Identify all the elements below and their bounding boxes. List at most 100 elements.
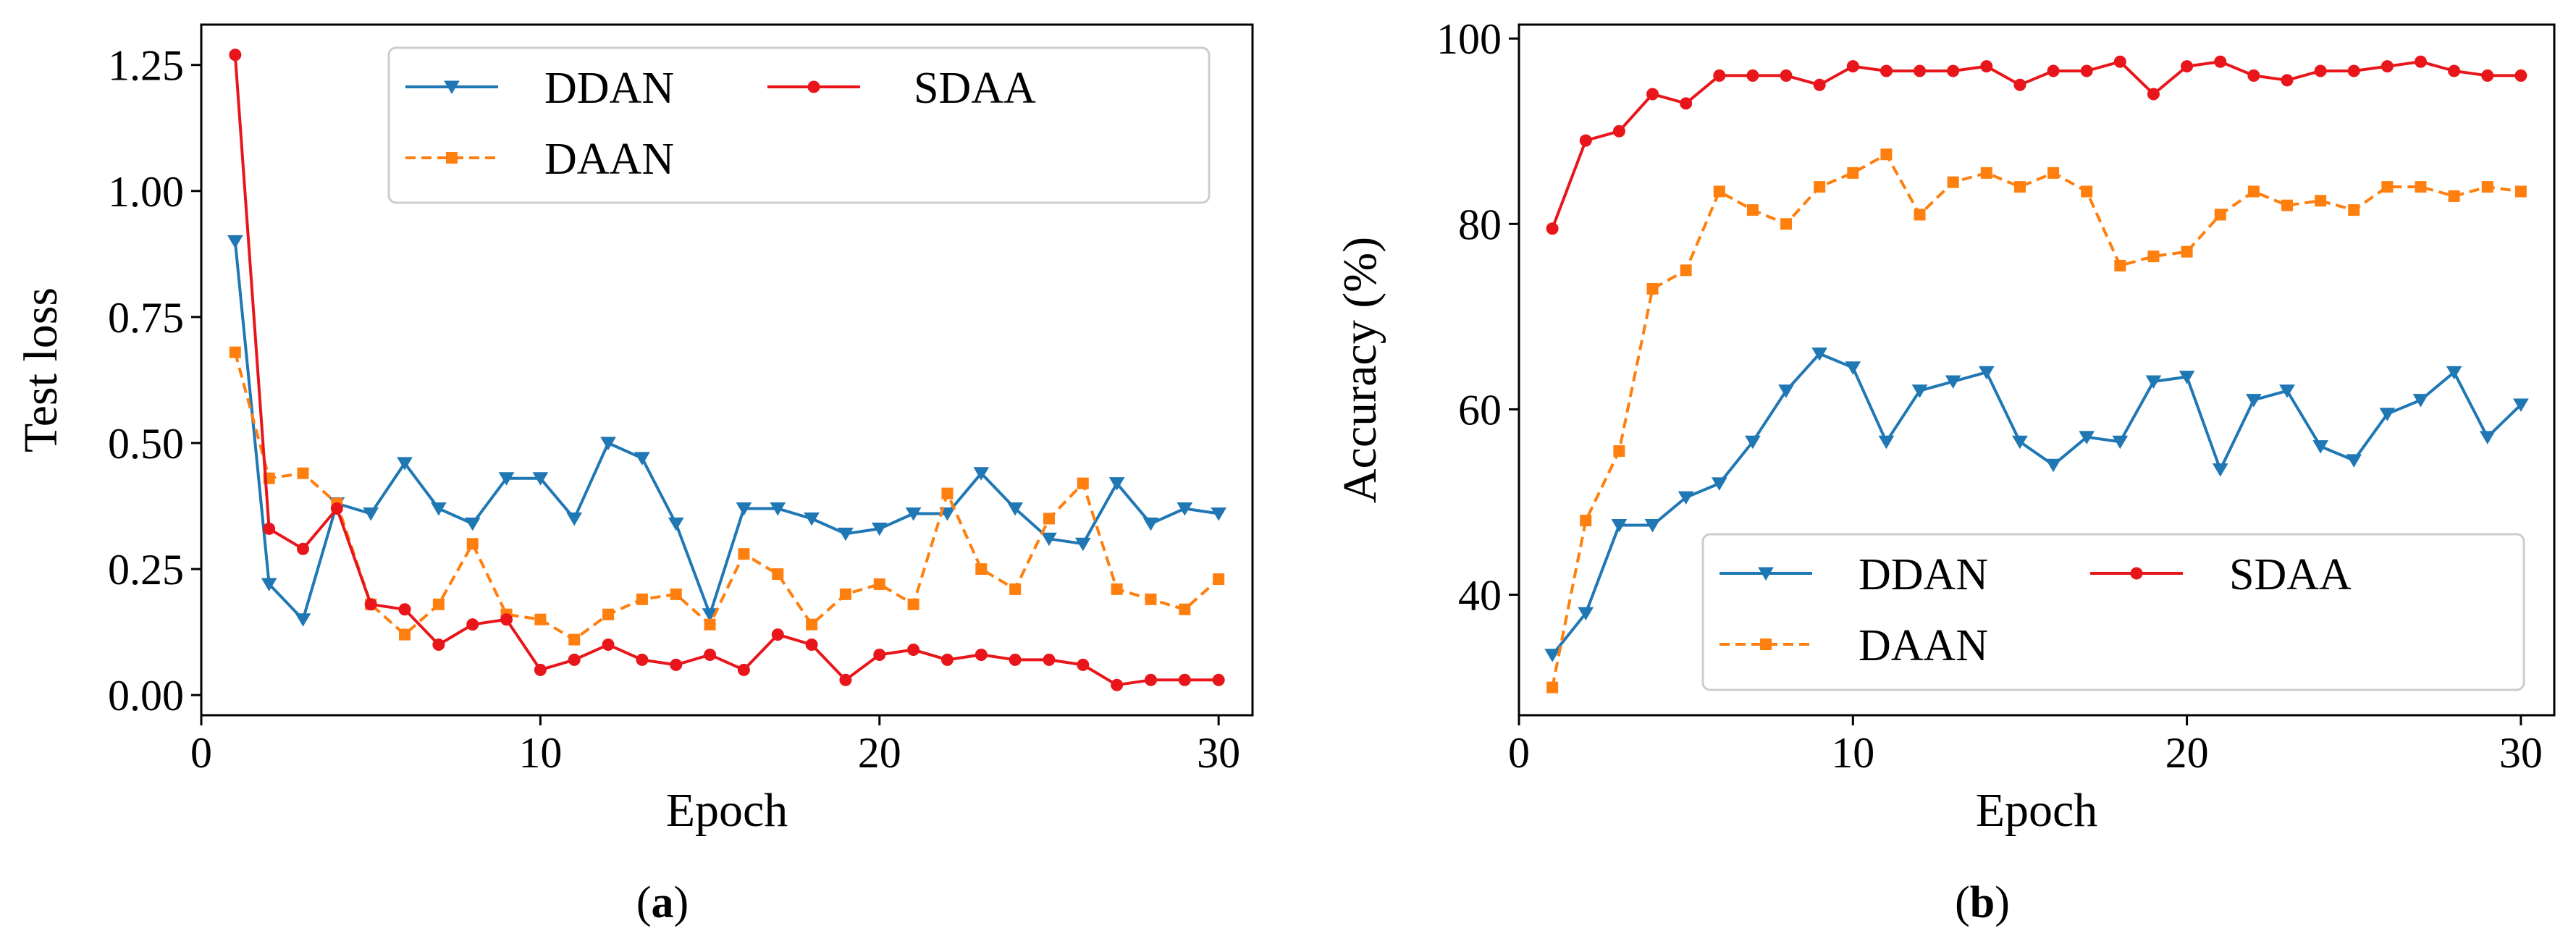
data-point-daan [704,618,716,631]
data-point-daan [907,598,919,610]
data-point-sdaa [500,613,513,626]
data-point-sdaa [873,648,886,661]
y-tick-label: 80 [1458,201,1502,248]
data-point-sdaa [940,653,954,666]
legend-box [387,46,1211,204]
data-point-ddan [668,517,684,531]
data-point-daan [2315,195,2327,207]
legend: DDAN DAAN SDAA [387,46,1211,204]
data-point-sdaa [2214,55,2227,68]
series-line-ddan [1551,352,2522,657]
data-point-daan [1713,185,1725,198]
data-point-ddan [2512,398,2529,413]
y-tick-label: 0.50 [108,420,184,468]
data-point-sdaa [1880,64,1893,77]
data-point-ddan [2045,458,2061,473]
data-point-ddan [1611,518,1628,533]
data-point-ddan [1711,477,1727,491]
data-point-sdaa [2013,78,2026,91]
data-point-daan [1111,583,1123,595]
data-point-daan [806,618,818,631]
y-tick-label: 1.00 [108,168,184,216]
data-point-sdaa [636,653,649,666]
data-point-sdaa [1212,673,1225,686]
data-point-daan [1580,515,1592,527]
data-point-sdaa [670,658,683,671]
data-point-ddan [1041,532,1057,547]
data-point-ddan [634,452,650,465]
data-point-sdaa [432,639,445,652]
y-axis-label: Test loss [14,287,67,452]
data-point-ddan [2446,366,2462,380]
legend-marker-daan [446,152,458,164]
panel-b-accuracy: 0 10 20 30 40 60 80 100 DDAN DAAN SDAA Epoch Accu… [1334,15,2556,927]
data-point-ddan [2179,371,2195,384]
data-point-sdaa [1980,60,1993,73]
x-tick-label: 10 [1831,729,1874,777]
data-point-daan [2247,185,2260,198]
data-point-sdaa [907,643,920,656]
data-point-sdaa [330,502,343,515]
data-point-ddan [2145,375,2162,389]
data-point-daan [2514,185,2527,198]
data-point-daan [2181,245,2193,258]
data-point-ddan [1845,361,1861,375]
legend-label-sdaa: SDAA [914,64,1036,113]
data-point-daan [1613,445,1625,458]
data-point-ddan [2279,384,2295,398]
data-point-sdaa [364,598,377,611]
legend-label-ddan: DDAN [1859,550,1988,599]
data-point-sdaa [398,603,411,616]
data-point-daan [568,633,581,646]
data-point-ddan [600,437,616,450]
data-point-sdaa [771,628,784,641]
data-point-ddan [871,522,888,536]
data-point-sdaa [2381,60,2394,73]
data-point-ddan [1177,502,1193,516]
data-point-sdaa [1077,658,1090,671]
data-point-ddan [2245,394,2262,408]
data-point-ddan [905,507,922,521]
data-point-sdaa [704,648,717,661]
data-point-sdaa [2113,55,2126,68]
data-point-sdaa [1646,88,1659,101]
data-point-sdaa [1009,653,1022,666]
y-tick-label: 0.75 [108,294,184,342]
legend-label-sdaa: SDAA [2229,550,2352,599]
data-point-sdaa [805,639,818,652]
data-point-sdaa [2481,69,2494,82]
data-point-daan [2047,167,2060,179]
data-point-daan [2481,181,2493,193]
data-point-sdaa [2181,60,2194,73]
data-point-ddan [1978,366,1995,380]
plot-frame [200,23,1254,717]
data-point-sdaa [2314,64,2327,77]
legend-marker-sdaa [2130,567,2143,580]
data-point-sdaa [1144,673,1157,686]
series-line-sdaa [1551,60,2521,229]
data-point-sdaa [1178,673,1191,686]
data-point-sdaa [263,522,276,535]
data-point-ddan [2479,431,2496,444]
data-point-sdaa [2347,64,2360,77]
data-point-daan [1179,603,1191,615]
data-point-sdaa [602,639,615,652]
data-point-daan [466,538,479,550]
data-point-daan [1814,181,1826,193]
data-point-sdaa [1680,97,1693,110]
data-point-daan [602,608,615,620]
data-point-ddan [498,472,515,486]
data-point-daan [1043,513,1055,525]
x-tick-label: 20 [858,729,901,777]
data-point-ddan [464,517,481,531]
data-point-daan [1546,681,1559,694]
data-point-sdaa [2147,88,2160,101]
data-point-ddan [2079,431,2095,444]
data-point-ddan [1108,477,1125,491]
panel-caption: (a) [636,878,689,927]
data-point-daan [1680,264,1692,277]
y-tick-label: 0.00 [108,672,184,720]
data-point-daan [2448,190,2460,202]
data-point-sdaa [2247,69,2260,82]
